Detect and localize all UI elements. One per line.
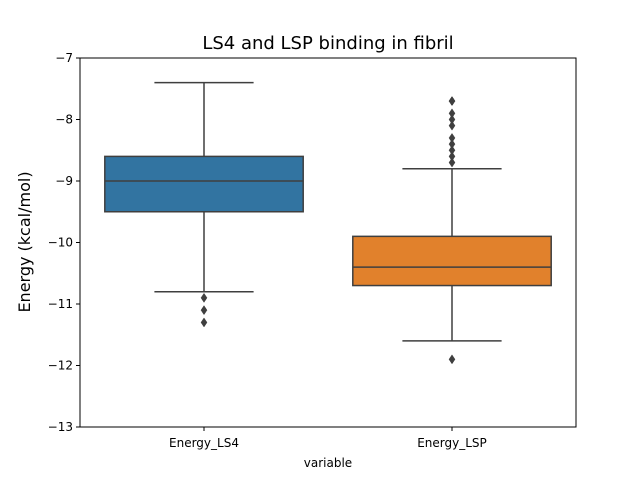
box-iqr <box>352 235 552 287</box>
y-tick-label: −7 <box>55 51 73 65</box>
y-tick-label: −8 <box>55 113 73 127</box>
chart-title: LS4 and LSP binding in fibril <box>202 33 453 54</box>
y-axis: −13 −12 −11 −10 −9 −8 −7 <box>48 51 80 434</box>
outlier-point <box>448 157 456 168</box>
box-group-energy-lsp <box>352 96 552 365</box>
y-axis-label: Energy (kcal/mol) <box>15 171 34 312</box>
outlier-point <box>448 132 456 143</box>
y-tick-label: −10 <box>48 236 73 250</box>
outlier-point <box>200 292 208 303</box>
box-iqr <box>104 155 304 213</box>
box-group-energy-ls4 <box>104 81 304 328</box>
y-tick-label: −11 <box>48 297 73 311</box>
plot-area <box>104 81 552 365</box>
outlier-point <box>200 317 208 328</box>
outlier-point <box>200 305 208 316</box>
x-axis-label: variable <box>304 456 352 470</box>
outlier-point <box>448 114 456 125</box>
x-tick-label: Energy_LSP <box>417 436 487 450</box>
y-tick-label: −9 <box>55 174 73 188</box>
x-axis: Energy_LS4 Energy_LSP <box>169 427 487 450</box>
outlier-point <box>448 145 456 156</box>
outlier-point <box>448 354 456 365</box>
outlier-point <box>448 120 456 131</box>
y-tick-label: −13 <box>48 420 73 434</box>
y-tick-label: −12 <box>48 359 73 373</box>
outlier-point <box>448 108 456 119</box>
outlier-point <box>448 96 456 107</box>
x-tick-label: Energy_LS4 <box>169 436 239 450</box>
outlier-point <box>448 139 456 150</box>
